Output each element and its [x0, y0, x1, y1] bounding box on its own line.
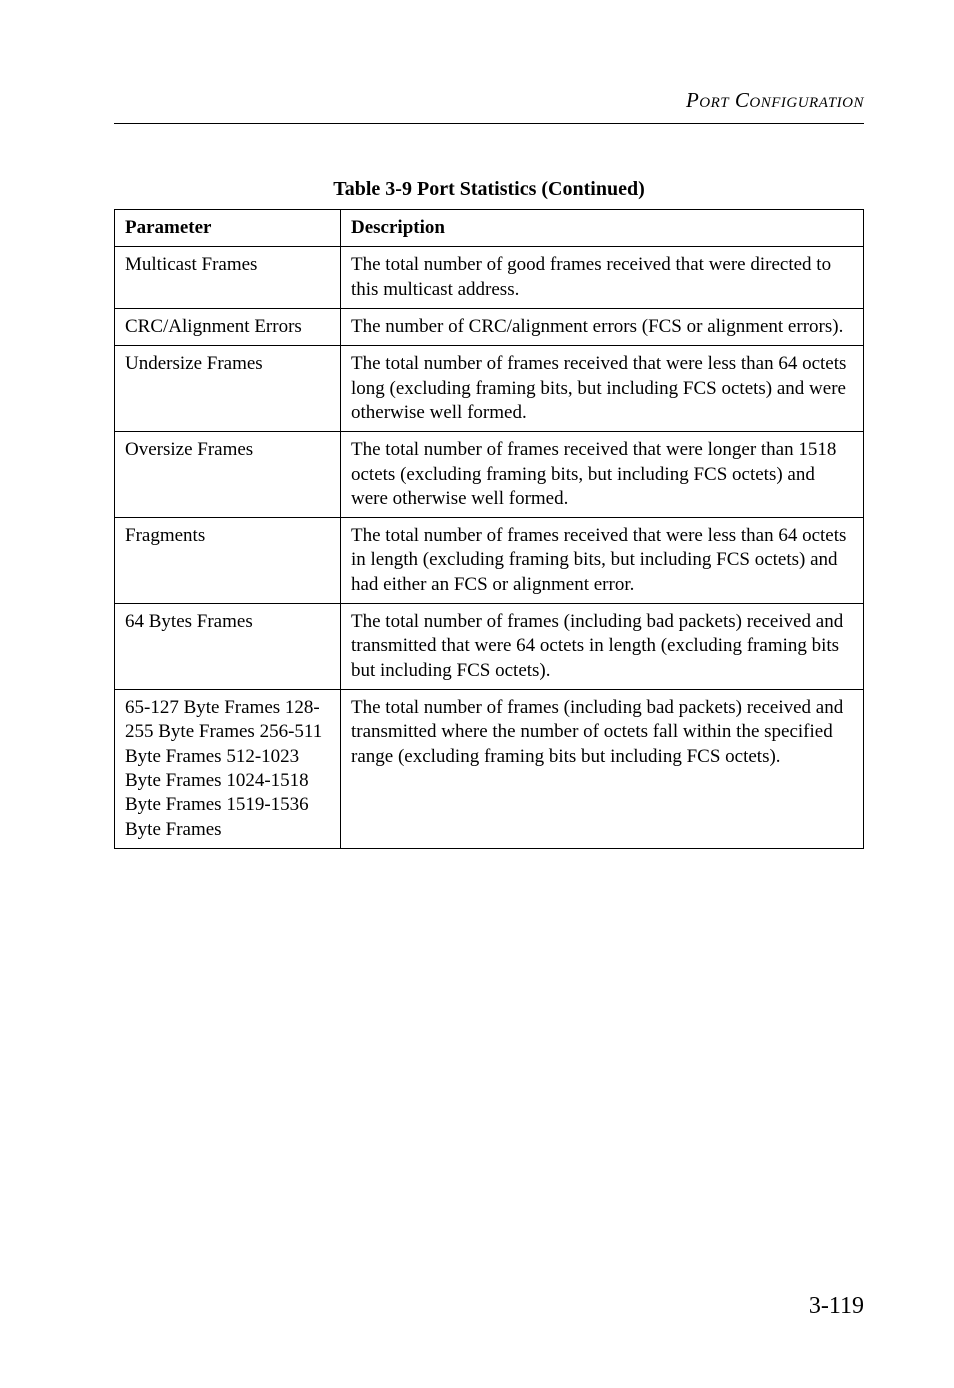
running-head: Port Configuration: [114, 88, 864, 113]
table-row: Fragments The total number of frames rec…: [115, 518, 864, 604]
col-header-parameter: Parameter: [115, 210, 341, 247]
cell-parameter: Fragments: [115, 518, 341, 604]
cell-parameter: 64 Bytes Frames: [115, 604, 341, 690]
table-row: 64 Bytes Frames The total number of fram…: [115, 604, 864, 690]
table-row: Undersize Frames The total number of fra…: [115, 346, 864, 432]
cell-description: The total number of frames (including ba…: [341, 604, 864, 690]
cell-description: The total number of frames (including ba…: [341, 690, 864, 849]
table-row: 65-127 Byte Frames 128-255 Byte Frames 2…: [115, 690, 864, 849]
cell-parameter: Multicast Frames: [115, 247, 341, 309]
table-row: Oversize Frames The total number of fram…: [115, 432, 864, 518]
table-header-row: Parameter Description: [115, 210, 864, 247]
cell-description: The total number of frames received that…: [341, 346, 864, 432]
cell-description: The number of CRC/alignment errors (FCS …: [341, 308, 864, 345]
cell-description: The total number of good frames received…: [341, 247, 864, 309]
page-number: 3-119: [809, 1293, 864, 1320]
cell-parameter: Undersize Frames: [115, 346, 341, 432]
table-row: Multicast Frames The total number of goo…: [115, 247, 864, 309]
header-rule: [114, 123, 864, 124]
cell-description: The total number of frames received that…: [341, 518, 864, 604]
cell-parameter: Oversize Frames: [115, 432, 341, 518]
cell-description: The total number of frames received that…: [341, 432, 864, 518]
cell-parameter: 65-127 Byte Frames 128-255 Byte Frames 2…: [115, 690, 341, 849]
port-statistics-table: Parameter Description Multicast Frames T…: [114, 209, 864, 849]
table-caption: Table 3-9 Port Statistics (Continued): [114, 178, 864, 201]
cell-parameter: CRC/Alignment Errors: [115, 308, 341, 345]
table-row: CRC/Alignment Errors The number of CRC/a…: [115, 308, 864, 345]
col-header-description: Description: [341, 210, 864, 247]
